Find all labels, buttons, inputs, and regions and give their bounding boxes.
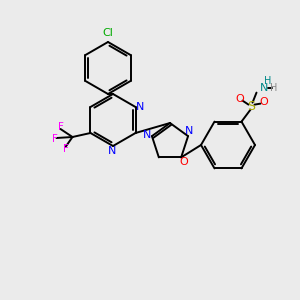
- Text: N: N: [108, 146, 116, 156]
- Text: N: N: [136, 102, 145, 112]
- Text: H: H: [264, 76, 271, 85]
- Text: N: N: [143, 130, 151, 140]
- Text: N: N: [260, 82, 269, 93]
- Text: H: H: [270, 82, 277, 93]
- Text: O: O: [259, 97, 268, 106]
- Text: O: O: [180, 158, 188, 167]
- Text: F: F: [52, 134, 57, 144]
- Text: F: F: [58, 122, 63, 132]
- Text: N: N: [185, 126, 193, 136]
- Text: S: S: [248, 100, 256, 113]
- Text: O: O: [235, 94, 244, 103]
- Text: F: F: [62, 144, 68, 154]
- Text: Cl: Cl: [103, 28, 113, 38]
